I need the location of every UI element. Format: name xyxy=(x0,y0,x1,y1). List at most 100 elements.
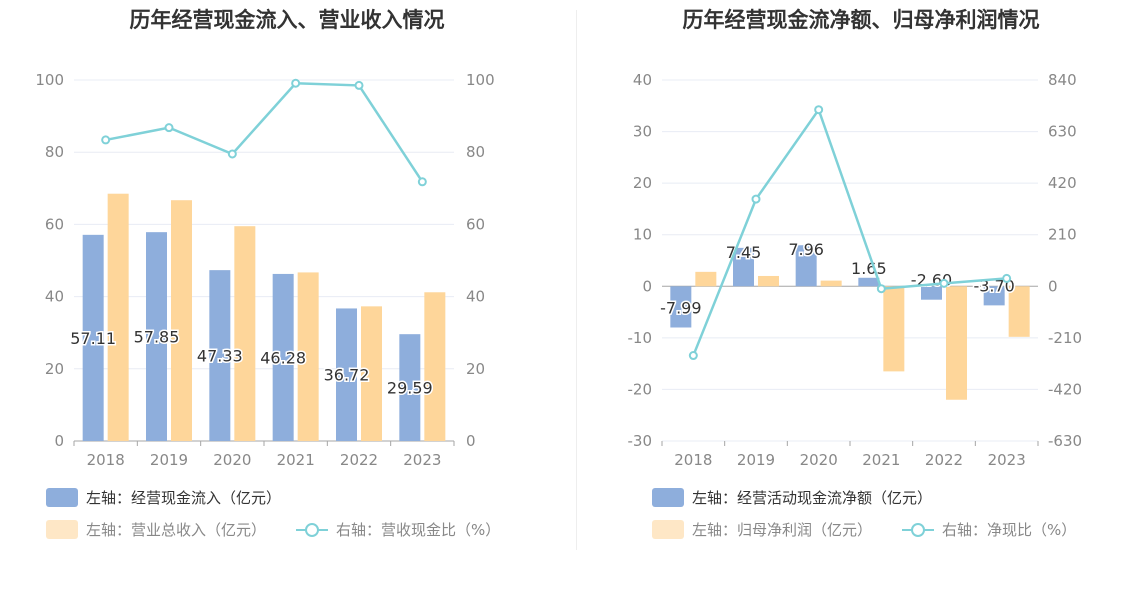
bar-series-1 xyxy=(336,308,357,441)
bar-series-2 xyxy=(1008,286,1030,337)
x-tick-label: 2021 xyxy=(277,451,315,469)
bar-series-2 xyxy=(883,286,905,372)
x-tick-label: 2023 xyxy=(403,451,441,469)
ratio-point xyxy=(101,135,111,145)
ratio-point xyxy=(417,177,427,187)
bar-data-label: 57.85 xyxy=(134,328,180,347)
bar-series-2 xyxy=(234,226,256,441)
legend-swatch-net-profit xyxy=(652,520,684,539)
bar-series-1 xyxy=(272,273,294,441)
y-tick-right: -210 xyxy=(1048,329,1082,347)
x-tick-label: 2020 xyxy=(213,451,251,469)
legend-item-net-cashflow[interactable]: 左轴：经营活动现金流净额（亿元） xyxy=(652,487,932,508)
x-tick-label: 2020 xyxy=(800,451,838,469)
y-tick-right: 840 xyxy=(1048,71,1077,89)
bar-data-label: 7.96 xyxy=(788,240,824,259)
bar-series-1 xyxy=(858,277,880,287)
y-tick-right: 630 xyxy=(1048,123,1077,141)
y-tick-left: 40 xyxy=(45,288,64,306)
y-tick-left: 20 xyxy=(633,174,652,192)
legend-line-icon xyxy=(296,520,328,539)
bar-series-2 xyxy=(758,275,779,287)
y-tick-left: 10 xyxy=(633,226,652,244)
bar-series-2 xyxy=(946,286,967,400)
right-chart-panel: 历年经营现金流净额、归母净利润情况 -30 -630 -20 -420 -10 -210 0… xyxy=(574,0,1148,589)
bar-series-2 xyxy=(171,200,192,441)
y-tick-right: 420 xyxy=(1048,174,1077,192)
left-chart-panel: 历年经营现金流入、营业收入情况 0 0 20 20 40 40 60 60 80 80 100 100… xyxy=(35,8,500,540)
ratio-line xyxy=(692,107,1007,357)
bar-series-1 xyxy=(795,245,817,287)
bar-series-1 xyxy=(983,286,1005,306)
ratio-point xyxy=(291,78,301,88)
ratio-point xyxy=(688,351,698,361)
legend-item-net-profit[interactable]: 左轴：归母净利润（亿元） xyxy=(652,519,872,540)
legend-label-net-cash-ratio: 右轴：净现比（%） xyxy=(942,521,1077,539)
x-tick-label: 2023 xyxy=(988,451,1026,469)
y-tick-left: 100 xyxy=(35,71,64,89)
x-tick-label: 2019 xyxy=(737,451,775,469)
bar-series-1 xyxy=(82,234,104,441)
bar-series-1 xyxy=(733,247,754,287)
legend-label-revenue: 左轴：营业总收入（亿元） xyxy=(86,521,267,539)
legend-label-inflow: 左轴：经营现金流入（亿元） xyxy=(86,489,282,507)
bar-series-2 xyxy=(297,272,319,441)
x-tick-label: 2019 xyxy=(150,451,188,469)
x-tick-label: 2018 xyxy=(87,451,125,469)
right-chart-plot: -30 -630 -20 -420 -10 -210 0 0 10 210 20 420 30 630 40… xyxy=(628,71,1083,469)
ratio-point xyxy=(939,278,949,288)
legend-item-net-cash-ratio[interactable]: 右轴：净现比（%） xyxy=(902,519,1076,540)
bar-series-1 xyxy=(670,286,692,328)
bar-data-label: 47.33 xyxy=(197,347,243,366)
x-tick-label: 2022 xyxy=(925,451,963,469)
bar-series-2 xyxy=(695,271,717,287)
legend-swatch-inflow xyxy=(46,488,78,507)
y-tick-left: 40 xyxy=(633,71,652,89)
left-chart-title: 历年经营现金流入、营业收入情况 xyxy=(129,8,445,32)
legend-item-inflow[interactable]: 左轴：经营现金流入（亿元） xyxy=(46,487,281,508)
bar-data-label: 57.11 xyxy=(70,329,116,348)
bar-series-1 xyxy=(921,286,942,300)
y-tick-right: -630 xyxy=(1048,432,1082,450)
ratio-point xyxy=(751,194,761,204)
legend-label-net-profit: 左轴：归母净利润（亿元） xyxy=(692,521,873,539)
y-tick-right: 60 xyxy=(466,215,485,233)
bar-series-1 xyxy=(146,232,167,441)
y-tick-right: 0 xyxy=(1048,277,1058,295)
y-tick-left: 60 xyxy=(45,215,64,233)
legend-swatch-net-cashflow xyxy=(652,488,684,507)
y-tick-left: -20 xyxy=(628,380,653,398)
legend-label-ratio: 右轴：营收现金比（%） xyxy=(336,521,501,539)
bar-data-label: -7.99 xyxy=(660,298,701,317)
legend-item-ratio[interactable]: 右轴：营收现金比（%） xyxy=(296,519,500,540)
y-tick-right: -420 xyxy=(1048,380,1082,398)
ratio-point xyxy=(227,149,237,159)
y-tick-left: 20 xyxy=(45,360,64,378)
y-tick-right: 210 xyxy=(1048,226,1077,244)
bar-data-label: 7.45 xyxy=(726,243,762,262)
ratio-point xyxy=(814,105,824,115)
bar-series-2 xyxy=(424,292,446,441)
y-tick-right: 100 xyxy=(466,71,495,89)
bar-series-1 xyxy=(209,270,231,441)
ratio-line xyxy=(105,81,424,183)
y-tick-left: 80 xyxy=(45,143,64,161)
y-tick-left: 0 xyxy=(642,277,652,295)
ratio-point xyxy=(354,80,364,90)
legend-label-net-cashflow: 左轴：经营活动现金流净额（亿元） xyxy=(692,489,933,507)
y-tick-left: -30 xyxy=(628,432,653,450)
x-tick-label: 2021 xyxy=(862,451,900,469)
legend-item-revenue[interactable]: 左轴：营业总收入（亿元） xyxy=(46,519,266,540)
y-tick-right: 40 xyxy=(466,288,485,306)
bar-data-label: 36.72 xyxy=(324,366,370,385)
legend-swatch-revenue xyxy=(46,520,78,539)
x-tick-label: 2022 xyxy=(340,451,378,469)
bar-data-label: 46.28 xyxy=(260,348,306,367)
bar-data-label: 29.59 xyxy=(387,379,433,398)
y-tick-left: 30 xyxy=(633,123,652,141)
right-chart-title: 历年经营现金流净额、归母净利润情况 xyxy=(682,8,1040,32)
bar-data-label: 1.65 xyxy=(851,259,887,278)
x-tick-label: 2018 xyxy=(674,451,712,469)
y-tick-left: -10 xyxy=(628,329,653,347)
